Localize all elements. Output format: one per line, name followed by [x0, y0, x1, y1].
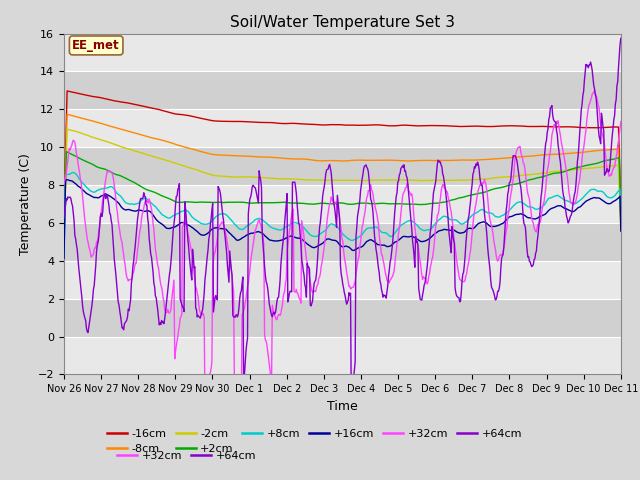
- -8cm: [411, 157, 419, 163]
- Bar: [64, 261, 621, 299]
- +16cm: [428, 234, 435, 240]
- -16cm: [411, 123, 419, 129]
- +16cm: [185, 222, 193, 228]
- +16cm: [60, 255, 68, 261]
- +2cm: [428, 201, 435, 206]
- +2cm: [128, 179, 136, 184]
- -16cm: [71, 90, 79, 96]
- -16cm: [214, 118, 222, 124]
- -8cm: [128, 129, 136, 135]
- +64cm: [70, 218, 78, 224]
- +8cm: [71, 170, 79, 176]
- +32cm: [60, 181, 68, 187]
- Bar: [64, 147, 621, 185]
- Bar: [64, 72, 621, 109]
- +2cm: [60, 241, 68, 247]
- +32cm: [428, 262, 435, 267]
- +32cm: [591, 88, 598, 94]
- Bar: [64, 185, 621, 223]
- -2cm: [214, 173, 222, 179]
- -2cm: [71, 128, 79, 134]
- +16cm: [128, 208, 136, 214]
- +16cm: [71, 180, 79, 186]
- +2cm: [411, 201, 419, 207]
- +64cm: [617, 36, 625, 41]
- +2cm: [214, 199, 222, 205]
- Legend: -16cm, -8cm, -2cm, +2cm, +8cm, +16cm, +32cm, +64cm: -16cm, -8cm, -2cm, +2cm, +8cm, +16cm, +3…: [103, 424, 526, 459]
- +8cm: [185, 209, 193, 215]
- +8cm: [617, 223, 625, 229]
- Line: +8cm: +8cm: [64, 172, 621, 256]
- +32cm: [184, 230, 192, 236]
- +8cm: [428, 226, 435, 232]
- -8cm: [71, 113, 79, 119]
- -16cm: [185, 113, 193, 119]
- +32cm: [127, 276, 135, 282]
- Text: EE_met: EE_met: [72, 39, 120, 52]
- +2cm: [71, 153, 79, 158]
- +32cm: [411, 224, 419, 229]
- -8cm: [428, 157, 435, 163]
- +64cm: [214, 297, 221, 303]
- +64cm: [127, 281, 135, 287]
- Line: -2cm: -2cm: [64, 129, 621, 233]
- +32cm: [70, 138, 78, 144]
- -2cm: [617, 227, 625, 232]
- -16cm: [128, 101, 136, 107]
- Y-axis label: Temperature (C): Temperature (C): [19, 153, 32, 255]
- +8cm: [411, 220, 419, 226]
- +16cm: [411, 235, 419, 240]
- Line: +32cm: +32cm: [64, 91, 621, 404]
- +8cm: [128, 201, 136, 207]
- Line: +2cm: +2cm: [64, 152, 621, 244]
- Bar: [64, 109, 621, 147]
- Line: -16cm: -16cm: [64, 91, 621, 214]
- -2cm: [60, 230, 68, 236]
- +2cm: [617, 214, 625, 220]
- Bar: [64, 299, 621, 336]
- -8cm: [60, 222, 68, 228]
- Line: -8cm: -8cm: [64, 114, 621, 225]
- +2cm: [63, 149, 70, 155]
- -8cm: [214, 152, 222, 158]
- Line: +64cm: +64cm: [64, 38, 621, 406]
- +64cm: [428, 224, 435, 229]
- -2cm: [63, 126, 71, 132]
- -2cm: [428, 178, 435, 183]
- +8cm: [68, 169, 76, 175]
- Title: Soil/Water Temperature Set 3: Soil/Water Temperature Set 3: [230, 15, 455, 30]
- +16cm: [63, 177, 71, 183]
- +64cm: [348, 403, 355, 409]
- +2cm: [185, 199, 193, 205]
- -16cm: [428, 123, 435, 129]
- -8cm: [185, 145, 193, 151]
- -8cm: [617, 216, 625, 222]
- X-axis label: Time: Time: [327, 400, 358, 413]
- Bar: [64, 223, 621, 261]
- +16cm: [617, 228, 625, 234]
- Bar: [64, 336, 621, 374]
- -2cm: [411, 178, 419, 183]
- -16cm: [617, 203, 625, 208]
- +64cm: [60, 215, 68, 221]
- +64cm: [411, 264, 419, 270]
- +16cm: [214, 225, 222, 231]
- Bar: [64, 34, 621, 72]
- -2cm: [128, 147, 136, 153]
- -16cm: [60, 211, 68, 216]
- +32cm: [237, 401, 244, 407]
- Line: +16cm: +16cm: [64, 180, 621, 258]
- +8cm: [60, 253, 68, 259]
- +32cm: [214, 235, 221, 240]
- +64cm: [184, 237, 192, 243]
- -2cm: [185, 165, 193, 170]
- -8cm: [63, 111, 71, 117]
- -16cm: [63, 88, 71, 94]
- +8cm: [214, 212, 222, 218]
- +32cm: [617, 119, 625, 124]
